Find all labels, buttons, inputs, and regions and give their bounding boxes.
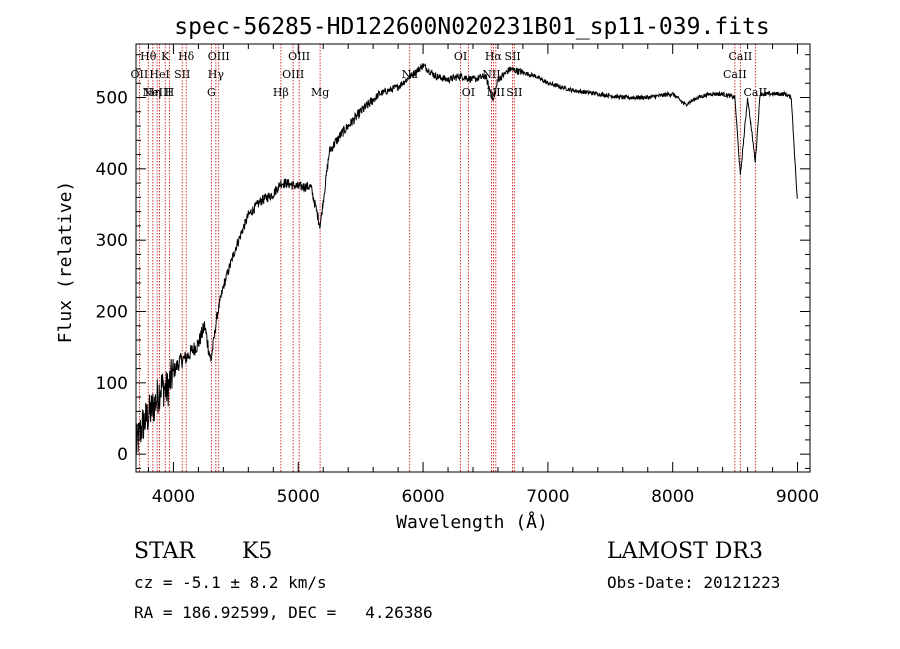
line-marker-label: CaII (723, 68, 747, 81)
line-marker-label: SII (504, 50, 520, 63)
object-subclass: K5 (242, 539, 273, 564)
line-marker-label: K (161, 50, 170, 63)
line-marker-label: Hα (485, 50, 503, 63)
line-marker-label: OIII (288, 50, 310, 63)
y-tick-label: 100 (96, 374, 128, 394)
coordinates: RA = 186.92599, DEC = 4.26386 (134, 603, 433, 622)
x-tick-label: 7000 (526, 487, 569, 507)
line-marker-label: CaII (729, 50, 753, 63)
x-tick-label: 9000 (776, 487, 819, 507)
line-marker-label: Hδ (178, 50, 195, 63)
line-marker-label: OI (454, 50, 467, 63)
line-marker-label: OI (462, 86, 475, 99)
line-marker-label: G (207, 86, 216, 99)
y-tick-label: 500 (96, 89, 128, 109)
plot-frame (135, 43, 811, 473)
y-tick-label: 0 (117, 445, 128, 465)
line-marker-label: Hβ (273, 86, 289, 99)
line-marker-label: OII (131, 68, 149, 81)
chart-title: spec-56285-HD122600N020231B01_sp11-039.f… (174, 14, 769, 40)
y-tick-label: 400 (96, 160, 128, 180)
y-axis-label: Flux (relative) (55, 181, 76, 344)
line-marker-label: OIII (282, 68, 304, 81)
y-tick-label: 300 (96, 231, 128, 251)
observation-date: Obs-Date: 20121223 (607, 573, 781, 592)
survey-name: LAMOST DR3 (607, 539, 763, 564)
x-tick-label: 6000 (401, 487, 444, 507)
spectrum-line (135, 62, 798, 454)
line-marker-label: CaII (743, 86, 767, 99)
x-tick-label: 5000 (277, 487, 320, 507)
line-marker-label: Hγ (208, 68, 225, 81)
line-marker-label: Hη (145, 86, 161, 99)
line-marker-label: Mg (311, 86, 329, 99)
object-class: STAR (134, 539, 195, 564)
emission-line-markers (138, 44, 756, 472)
line-marker-label: SII (506, 86, 522, 99)
x-axis-label: Wavelength (Å) (396, 511, 548, 533)
line-marker-label: OIII (208, 50, 230, 63)
line-marker-label: Hθ (140, 50, 157, 63)
line-marker-label: HeI (149, 68, 169, 81)
redshift-value: cz = -5.1 ± 8.2 km/s (134, 573, 327, 592)
line-marker-label: H (165, 86, 175, 99)
y-axis: 0 100 200 300 400 500 (96, 54, 810, 469)
x-axis: 4000 5000 6000 7000 8000 9000 (147, 44, 819, 507)
line-marker-label: NeIII (143, 86, 172, 99)
line-marker-label: SII (174, 68, 190, 81)
x-tick-label: 8000 (651, 487, 694, 507)
x-tick-label: 4000 (152, 487, 195, 507)
y-tick-label: 200 (96, 303, 128, 323)
